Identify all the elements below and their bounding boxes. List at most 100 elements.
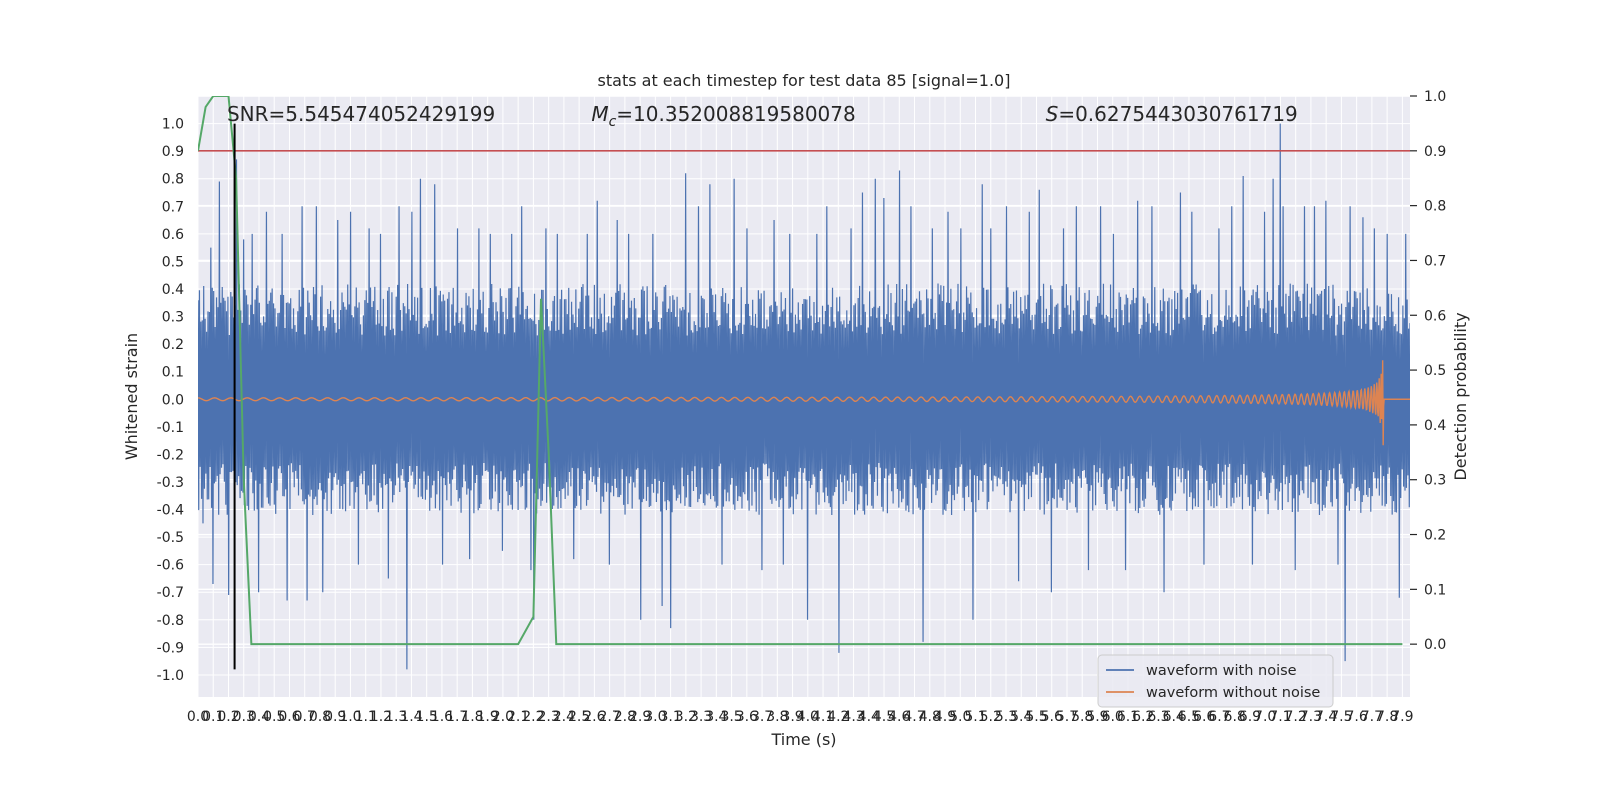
- annotation-1: Mc=10.352008819580078: [591, 102, 855, 130]
- legend-label: waveform without noise: [1146, 685, 1320, 701]
- x-tick-label: 0.0: [187, 709, 209, 725]
- x-tick-label: 0.2: [217, 709, 239, 725]
- x-tick-label: 3.3: [690, 709, 712, 725]
- annotation-symbol: M: [591, 102, 608, 126]
- x-tick-label: 3.9: [781, 709, 803, 725]
- x-tick-label: 7.7: [1361, 709, 1383, 725]
- annotation-2: S=0.6275443030761719: [1046, 102, 1298, 126]
- x-tick-label: 5.8: [1071, 709, 1093, 725]
- x-tick-label: 0.8: [309, 709, 331, 725]
- annotation-0: SNR=5.545474052429199: [227, 102, 495, 126]
- y-axis-left-label: Whitened strain: [122, 333, 141, 460]
- y-right-tick-label: 0.2: [1424, 528, 1446, 544]
- x-tick-label: 5.4: [1010, 709, 1032, 725]
- y-left-tick-label: -0.8: [157, 613, 184, 629]
- x-tick-label: 2.7: [598, 709, 620, 725]
- y-right-tick-label: 0.4: [1424, 418, 1446, 434]
- x-tick-label: 0.7: [294, 709, 316, 725]
- x-tick-label: 6.7: [1208, 709, 1230, 725]
- annotation-value: =10.352008819580078: [616, 102, 855, 126]
- y-right-tick-label: 1.0: [1424, 89, 1446, 105]
- y-left-tick-label: -0.3: [157, 475, 184, 491]
- x-axis-label: Time (s): [770, 730, 836, 749]
- x-tick-label: 7.3: [1300, 709, 1322, 725]
- x-tick-label: 0.1: [202, 709, 224, 725]
- x-tick-label: 2.9: [629, 709, 651, 725]
- x-tick-label: 2.1: [507, 709, 529, 725]
- x-tick-label: 6.2: [1132, 709, 1154, 725]
- y-left-tick-label: 0.9: [162, 144, 184, 160]
- x-tick-label: 1.9: [477, 709, 499, 725]
- y-left-tick-label: -1.0: [157, 668, 184, 684]
- y-left-tick-label: -0.9: [157, 640, 184, 656]
- x-tick-label: 0.5: [263, 709, 285, 725]
- x-tick-label: 0.3: [233, 709, 255, 725]
- x-tick-label: 4.5: [873, 709, 895, 725]
- x-tick-label: 2.6: [583, 709, 605, 725]
- y-left-tick-label: -0.4: [157, 503, 184, 519]
- x-tick-label: 0.9: [324, 709, 346, 725]
- y-left-tick-label: 0.2: [162, 337, 184, 353]
- x-tick-label: 1.5: [416, 709, 438, 725]
- x-tick-label: 2.4: [553, 709, 575, 725]
- y-left-tick-label: 0.7: [162, 199, 184, 215]
- x-tick-label: 6.4: [1163, 709, 1185, 725]
- y-right-tick-label: 0.7: [1424, 253, 1446, 269]
- x-tick-label: 5.5: [1025, 709, 1047, 725]
- y-left-tick-label: -0.1: [157, 420, 184, 436]
- x-tick-label: 7.9: [1391, 709, 1413, 725]
- y-right-tick-label: 0.1: [1424, 582, 1446, 598]
- legend: waveform with noise waveform without nois…: [1097, 654, 1334, 708]
- x-tick-label: 5.2: [980, 709, 1002, 725]
- x-tick-label: 5.1: [964, 709, 986, 725]
- chart-title: stats at each timestep for test data 85 …: [598, 71, 1011, 90]
- x-tick-label: 1.4: [400, 709, 422, 725]
- x-tick-label: 1.1: [355, 709, 377, 725]
- x-tick-label: 1.7: [446, 709, 468, 725]
- x-tick-label: 5.7: [1056, 709, 1078, 725]
- x-tick-label: 3.5: [720, 709, 742, 725]
- x-tick-label: 7.0: [1254, 709, 1276, 725]
- y-axis-left-ticks: -1.0 -0.9 -0.8 -0.7 -0.6 -0.5 -0.4 -0.3 -0.2 -0.1…: [157, 117, 184, 684]
- x-tick-label: 4.0: [797, 709, 819, 725]
- x-tick-label: 6.0: [1102, 709, 1124, 725]
- x-tick-label: 1.0: [339, 709, 361, 725]
- y-left-tick-label: 0.0: [162, 392, 184, 408]
- x-tick-label: 4.7: [903, 709, 925, 725]
- x-tick-label: 1.6: [431, 709, 453, 725]
- x-tick-label: 6.3: [1147, 709, 1169, 725]
- x-tick-label: 2.8: [614, 709, 636, 725]
- x-tick-label: 6.1: [1117, 709, 1139, 725]
- x-tick-label: 4.2: [827, 709, 849, 725]
- x-tick-label: 3.8: [766, 709, 788, 725]
- x-tick-label: 5.3: [995, 709, 1017, 725]
- y-right-tick-label: 0.6: [1424, 308, 1446, 324]
- y-left-tick-label: 0.1: [162, 365, 184, 381]
- x-tick-label: 7.8: [1376, 709, 1398, 725]
- x-tick-label: 4.3: [842, 709, 864, 725]
- x-tick-label: 2.3: [538, 709, 560, 725]
- y-right-tick-label: 0.5: [1424, 363, 1446, 379]
- series-layer: [198, 96, 1410, 670]
- y-left-tick-label: 0.4: [162, 282, 184, 298]
- y-left-tick-label: 1.0: [162, 117, 184, 133]
- annotation-value: =0.6275443030761719: [1058, 102, 1297, 126]
- x-tick-label: 7.1: [1269, 709, 1291, 725]
- x-tick-label: 3.2: [675, 709, 697, 725]
- x-axis-ticks: 0.00.10.20.30.40.50.60.70.80.91.01.11.21…: [187, 709, 1414, 725]
- y-axis-right-ticks: 0.0 0.1 0.2 0.3 0.4 0.5 0.6 0.7 0.8 0.9 1.0: [1410, 89, 1446, 653]
- y-right-tick-label: 0.0: [1424, 637, 1446, 653]
- y-left-tick-label: 0.3: [162, 310, 184, 326]
- y-left-tick-label: 0.6: [162, 227, 184, 243]
- x-tick-label: 3.0: [644, 709, 666, 725]
- series-waveform-with-noise: [198, 123, 1410, 670]
- annotations: SNR=5.545474052429199 Mc=10.3520088195800…: [227, 102, 1298, 130]
- x-tick-label: 4.9: [934, 709, 956, 725]
- x-tick-label: 4.6: [888, 709, 910, 725]
- x-tick-label: 4.4: [858, 709, 880, 725]
- y-left-tick-label: -0.2: [157, 447, 184, 463]
- series-waveform-without-noise: [198, 360, 1410, 446]
- x-tick-label: 6.5: [1178, 709, 1200, 725]
- y-right-tick-label: 0.9: [1424, 144, 1446, 160]
- x-tick-label: 2.5: [568, 709, 590, 725]
